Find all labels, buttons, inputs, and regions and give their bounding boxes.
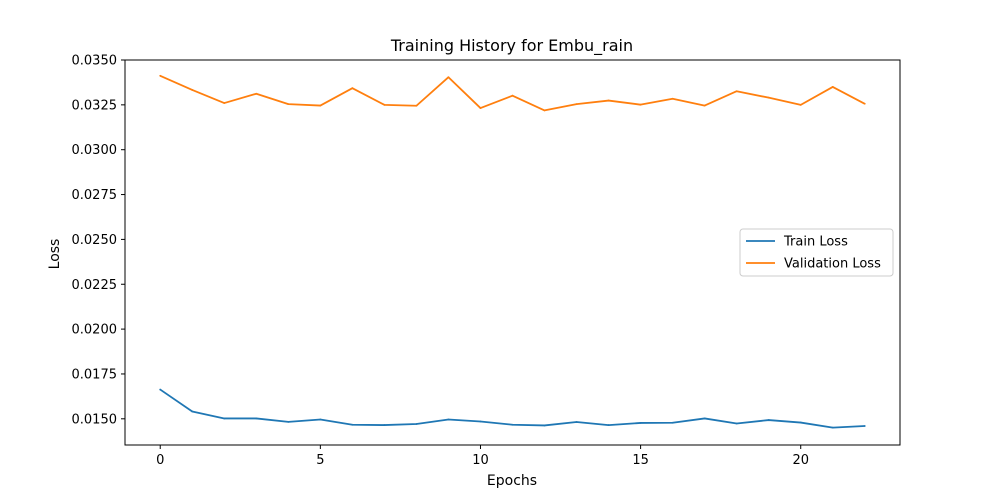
data-point [415, 104, 418, 107]
y-tick-label: 0.0150 [72, 412, 118, 427]
data-point [543, 424, 546, 427]
data-point [319, 104, 322, 107]
data-point [255, 417, 258, 420]
y-tick-label: 0.0200 [72, 323, 118, 338]
legend-box [739, 228, 894, 277]
chart-title: Training History for Embu_rain [390, 36, 633, 56]
data-point [191, 89, 194, 91]
data-point [319, 418, 322, 421]
data-point [415, 423, 418, 425]
y-tick-label: 0.0325 [72, 98, 118, 113]
data-point [863, 102, 866, 105]
y-tick-label: 0.0250 [72, 233, 118, 248]
data-point [447, 76, 450, 79]
data-point [383, 103, 386, 106]
y-tick-label: 0.0300 [72, 143, 118, 158]
data-point [863, 425, 866, 427]
legend-label: Validation Loss [784, 257, 881, 272]
data-point [607, 424, 610, 426]
series-layer [159, 74, 866, 429]
data-point [671, 97, 674, 100]
data-point [159, 388, 162, 391]
data-point [223, 102, 226, 104]
data-point [703, 104, 706, 107]
data-point [639, 103, 642, 106]
data-point [287, 420, 290, 423]
data-point [639, 422, 642, 424]
plot-frame [124, 59, 901, 446]
data-point [447, 418, 450, 421]
data-point [799, 421, 802, 424]
data-point [511, 423, 514, 426]
data-point [255, 92, 258, 95]
data-point [607, 99, 610, 102]
y-axis-label: Loss [47, 239, 63, 270]
x-axis: 0 5 10 15 20 [156, 445, 809, 468]
y-axis: 0.0150 0.0175 0.0200 0.0225 0.0250 0.0275 0.03… [72, 54, 125, 427]
y-tick-label: 0.0275 [72, 188, 118, 203]
data-point [767, 96, 770, 99]
data-point [351, 87, 354, 90]
y-tick-label: 0.0175 [72, 367, 118, 382]
data-point [735, 422, 738, 425]
data-point [351, 423, 354, 426]
data-point [575, 103, 578, 106]
data-point [159, 74, 162, 77]
y-tick-label: 0.0350 [72, 54, 118, 69]
data-point [223, 417, 226, 420]
legend: Train Loss Validation Loss [739, 228, 894, 277]
x-tick-label: 10 [472, 453, 489, 468]
data-point [543, 109, 546, 112]
data-point [671, 421, 674, 424]
data-point [479, 420, 482, 423]
y-tick-label: 0.0225 [72, 278, 118, 293]
data-point [479, 107, 482, 109]
data-point [735, 90, 738, 93]
data-point [799, 103, 802, 106]
data-point [703, 417, 706, 420]
legend-label: Train Loss [783, 235, 848, 250]
data-point [287, 103, 290, 106]
x-tick-label: 5 [316, 453, 324, 468]
data-point [511, 94, 514, 97]
x-tick-label: 20 [792, 453, 809, 468]
data-point [383, 424, 386, 426]
data-point [767, 419, 770, 421]
data-point [575, 421, 578, 423]
x-tick-label: 0 [156, 453, 164, 468]
data-point [831, 86, 834, 88]
x-axis-label: Epochs [487, 473, 537, 489]
x-tick-label: 15 [632, 453, 649, 468]
data-point [191, 410, 194, 413]
data-point [831, 426, 834, 429]
